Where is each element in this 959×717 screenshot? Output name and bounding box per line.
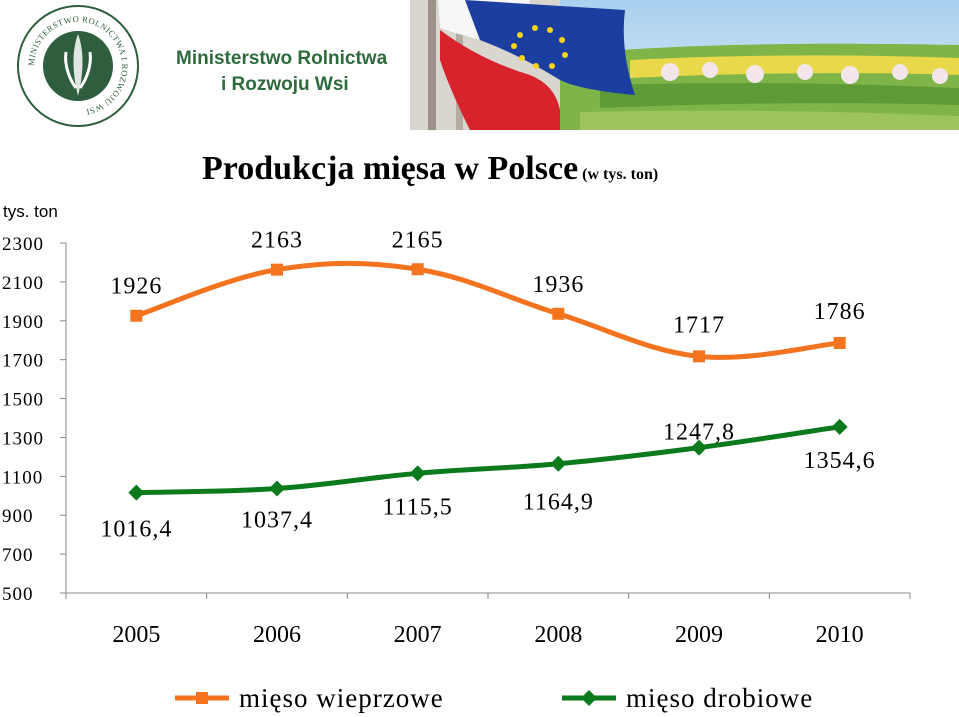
legend-poultry-label: mięso drobiowe [626,682,814,713]
ministry-name: Ministerstwo Rolnictwa i Rozwoju Wsi [176,46,387,98]
data-label-pork: 2163 [251,228,303,254]
data-label-poultry: 1247,8 [663,420,735,446]
data-label-pork: 1926 [110,274,162,300]
data-point-pork [833,336,846,349]
series-line-pork [135,260,840,360]
y-axis-label: tys. ton [3,202,58,221]
data-label-poultry: 1164,9 [523,490,594,516]
y-tick-label: 1900 [2,312,44,333]
legend-pork-swatch [175,692,229,704]
y-tick-label: 1500 [2,390,44,411]
chart-title-text: Produkcja mięsa w Polsce [202,150,579,187]
data-label-poultry: 1016,4 [100,517,172,543]
legend-pork-label: mięso wieprzowe [239,682,444,713]
y-tick-label: 2100 [2,273,44,294]
data-point-pork [411,263,424,276]
x-tick-label: 2007 [394,622,442,648]
y-tick-label: 2300 [2,234,44,255]
data-point-poultry [269,480,285,497]
ministry-seal: MINISTERSTWO ROLNICTWA I ROZWOJU WSI [17,5,139,127]
chart-title: Produkcja mięsa w Polsce (w tys. ton) [202,150,658,188]
x-tick-label: 2010 [816,622,864,648]
y-tick-label: 700 [2,545,34,566]
legend-item-pork: mięso wieprzowe [173,680,444,716]
ministry-name-line2: i Rozwoju Wsi [221,74,349,95]
y-tick-label: 1100 [2,467,43,488]
chart-subtitle: (w tys. ton) [582,166,659,183]
data-label-pork: 1717 [673,312,725,338]
data-point-poultry [831,418,848,435]
x-tick-label: 2005 [112,622,160,648]
series-line-poultry [136,424,841,496]
x-tick-label: 2006 [253,622,301,648]
ministry-name-line1: Ministerstwo Rolnictwa [176,48,388,69]
x-tick-label: 2009 [675,622,723,648]
data-label-poultry: 1354,6 [804,448,876,474]
data-label-poultry: 1115,5 [383,494,453,520]
data-point-pork [693,350,705,363]
y-tick-label: 1700 [2,351,44,372]
data-point-pork [130,309,143,322]
y-tick-label: 900 [2,506,34,527]
x-tick-label: 2008 [534,622,582,648]
data-point-pork [552,307,565,320]
data-point-poultry [409,465,426,482]
data-label-poultry: 1037,4 [241,508,313,534]
data-point-poultry [550,455,567,472]
data-point-pork [271,263,283,276]
data-point-poultry [691,439,707,456]
header-banner: MINISTERSTWO ROLNICTWA I ROZWOJU WSI Min… [0,0,959,130]
data-label-pork: 1786 [814,299,866,325]
data-label-pork: 2165 [392,227,444,253]
data-label-pork: 1936 [532,272,584,298]
y-tick-label: 500 [2,584,34,605]
legend-poultry-swatch [562,690,616,706]
flags-landscape-image [410,0,959,130]
y-tick-label: 1300 [2,428,44,449]
data-point-poultry [128,484,145,501]
legend-item-poultry: mięso drobiowe [560,680,813,716]
